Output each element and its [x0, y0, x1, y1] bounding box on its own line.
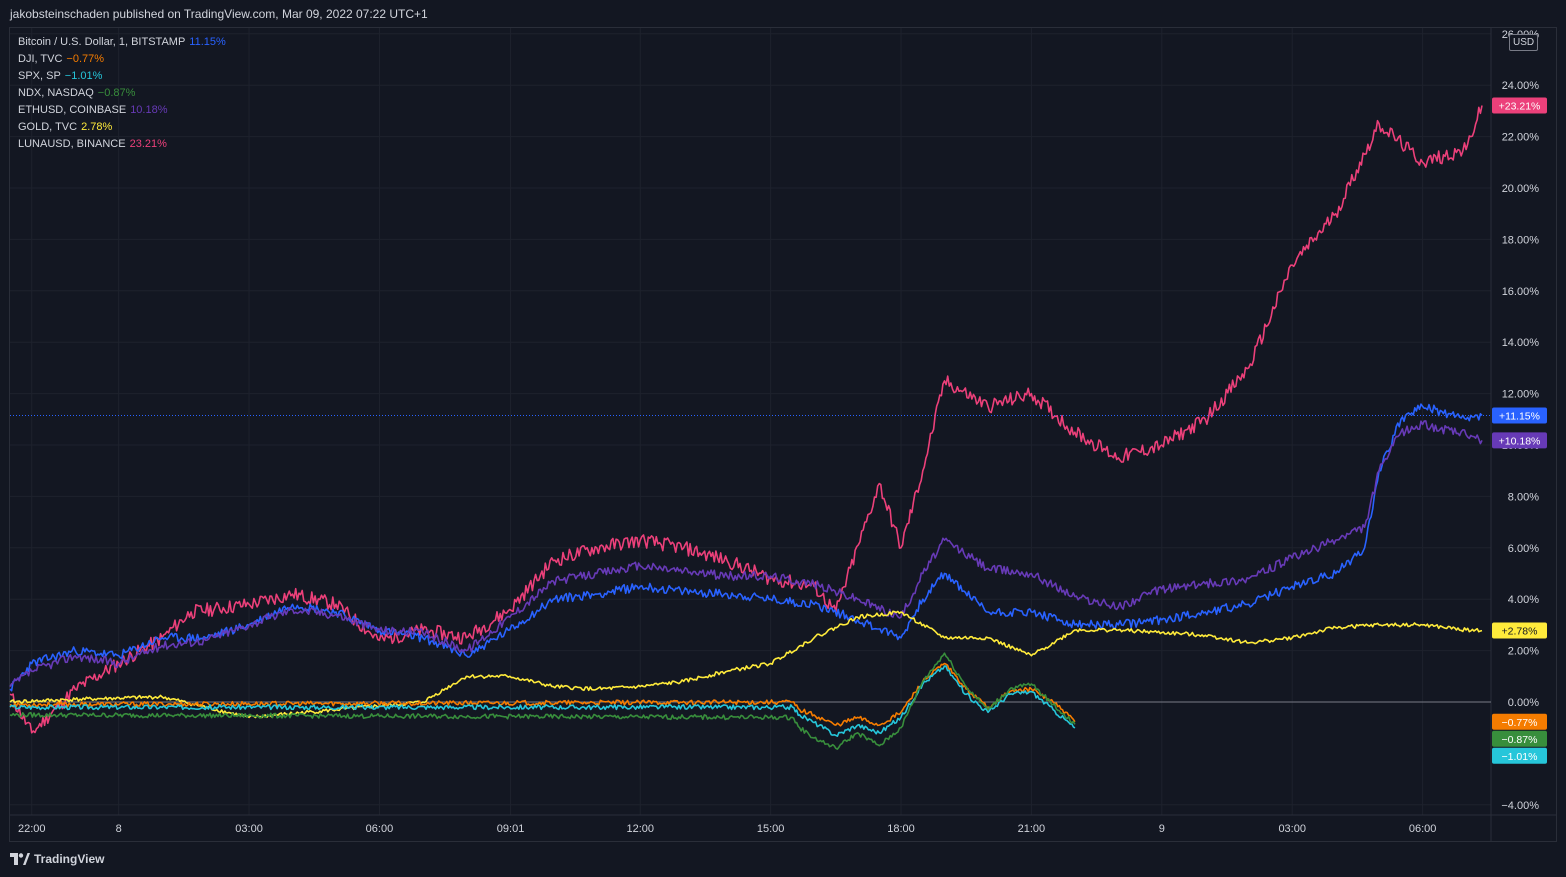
legend-series-name: NDX, NASDAQ: [18, 87, 94, 99]
price-label-text: −0.87%: [1502, 734, 1538, 746]
legend-series-name: Bitcoin / U.S. Dollar, 1, BITSTAMP: [18, 36, 186, 48]
series-line: [9, 665, 1076, 737]
x-tick-label: 06:00: [1409, 823, 1437, 835]
chart-frame: [9, 27, 1557, 842]
y-tick-label: 0.00%: [1508, 697, 1539, 709]
y-tick-label: 8.00%: [1508, 491, 1539, 503]
y-tick-label: 24.00%: [1502, 80, 1540, 92]
x-tick-label: 22:00: [18, 823, 46, 835]
series-line: [9, 420, 1483, 687]
y-tick-label: 12.00%: [1502, 389, 1540, 401]
price-label-bg: [1492, 407, 1547, 424]
currency-badge[interactable]: USD: [1509, 34, 1539, 51]
series-price-label: +23.21%: [1492, 97, 1547, 114]
price-label-text: +11.15%: [1499, 410, 1540, 422]
y-tick-label: 4.00%: [1508, 594, 1539, 606]
price-labels: +23.21% +11.15% +10.18% +2.78% −0.77% −0.87% −…: [1492, 97, 1547, 764]
legend-series-value: 2.78%: [81, 121, 113, 133]
legend-series-value: 10.18%: [130, 104, 168, 116]
x-tick-label: 8: [116, 823, 122, 835]
price-label-bg: [1492, 730, 1547, 747]
series-legend: Bitcoin / U.S. Dollar, 1, BITSTAMP 11.15%…: [18, 34, 226, 153]
top-bar: jakobsteinschaden published on TradingVi…: [0, 0, 1566, 27]
legend-row[interactable]: Bitcoin / U.S. Dollar, 1, BITSTAMP 11.15%: [18, 34, 226, 51]
bottom-bar: [0, 843, 1566, 877]
brand-name: TradingView: [34, 852, 105, 866]
x-tick-label: 21:00: [1018, 823, 1046, 835]
y-tick-label: 14.00%: [1502, 337, 1540, 349]
series-price-label: −0.77%: [1492, 713, 1547, 730]
x-tick-label: 18:00: [887, 823, 915, 835]
y-tick-label: 2.00%: [1508, 646, 1539, 658]
series-price-label: +2.78%: [1492, 622, 1547, 639]
x-tick-label: 12:00: [626, 823, 654, 835]
reference-lines: [10, 414, 1491, 703]
x-tick-label: 03:00: [1278, 823, 1306, 835]
series-price-label: −1.01%: [1492, 747, 1547, 764]
y-tick-label: 6.00%: [1508, 543, 1539, 555]
series-line: [9, 403, 1483, 692]
series-line: [9, 662, 1076, 727]
legend-row[interactable]: ETHUSD, COINBASE 10.18%: [18, 102, 226, 119]
tradingview-brand[interactable]: TradingView: [10, 852, 104, 866]
x-tick-label: 03:00: [235, 823, 263, 835]
y-tick-label: 22.00%: [1502, 132, 1540, 144]
series-price-label: +11.15%: [1492, 407, 1547, 424]
price-label-bg: [1492, 432, 1547, 449]
x-tick-label: 09:01: [497, 823, 525, 835]
legend-series-name: LUNAUSD, BINANCE: [18, 138, 126, 150]
y-tick-label: 16.00%: [1502, 286, 1540, 298]
price-label-text: −0.77%: [1502, 717, 1538, 729]
price-label-text: −1.01%: [1502, 751, 1538, 763]
price-label-text: +2.78%: [1502, 626, 1538, 638]
legend-series-value: −1.01%: [64, 70, 103, 82]
tradingview-logo-icon: [10, 853, 30, 865]
axis-labels: −4.00%0.00%2.00%4.00%6.00%8.00%10.00%12.…: [18, 29, 1539, 835]
y-tick-label: −4.00%: [1501, 800, 1539, 812]
y-tick-label: 20.00%: [1502, 183, 1540, 195]
chart-grid: [10, 28, 1557, 842]
published-info: jakobsteinschaden published on TradingVi…: [10, 7, 428, 21]
series-line: [9, 652, 1076, 750]
legend-series-value: 23.21%: [129, 138, 167, 150]
legend-series-value: −0.87%: [97, 87, 136, 99]
series-line: [9, 105, 1483, 734]
price-label-bg: [1492, 747, 1547, 764]
legend-series-name: DJI, TVC: [18, 53, 63, 65]
legend-row[interactable]: DJI, TVC −0.77%: [18, 51, 226, 68]
price-label-text: +23.21%: [1499, 101, 1541, 113]
legend-row[interactable]: SPX, SP −1.01%: [18, 68, 226, 85]
y-tick-label: 18.00%: [1502, 234, 1540, 246]
legend-series-name: SPX, SP: [18, 70, 61, 82]
x-tick-label: 9: [1159, 823, 1165, 835]
price-label-bg: [1492, 97, 1547, 114]
legend-row[interactable]: GOLD, TVC 2.78%: [18, 119, 226, 136]
x-tick-label: 15:00: [757, 823, 785, 835]
price-label-bg: [1492, 713, 1547, 730]
legend-row[interactable]: NDX, NASDAQ −0.87%: [18, 85, 226, 102]
x-tick-label: 06:00: [366, 823, 394, 835]
legend-series-name: ETHUSD, COINBASE: [18, 104, 127, 116]
legend-series-name: GOLD, TVC: [18, 121, 78, 133]
legend-row[interactable]: LUNAUSD, BINANCE 23.21%: [18, 136, 226, 153]
legend-series-value: 11.15%: [189, 36, 226, 48]
series-price-label: +10.18%: [1492, 432, 1547, 449]
price-label-text: +10.18%: [1499, 435, 1541, 447]
series-lines: [9, 105, 1483, 750]
price-label-bg: [1492, 622, 1547, 639]
legend-series-value: −0.77%: [66, 53, 105, 65]
series-price-label: −0.87%: [1492, 730, 1547, 747]
